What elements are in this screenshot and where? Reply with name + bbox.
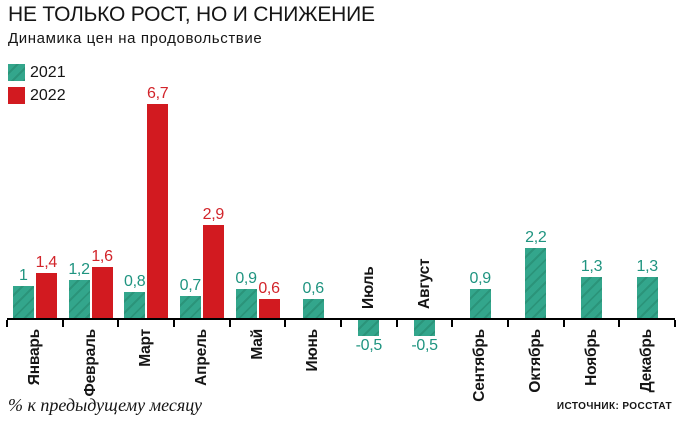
value-label: 1,4 [35, 254, 58, 272]
bar-2022-январь [35, 273, 57, 318]
bar-2021-февраль [68, 279, 90, 318]
value-label: 0,9 [469, 270, 491, 288]
value-label: 1,6 [91, 247, 113, 265]
value-label: 1,3 [636, 257, 658, 275]
legend-item-2021: 2021 [8, 61, 66, 84]
legend-swatch-2022-icon [8, 87, 25, 104]
month-label-октябрь: Октябрь [526, 329, 544, 393]
bar-2021-июль [358, 320, 380, 336]
value-label: 1 [19, 267, 28, 285]
month-label-июль: Июль [359, 266, 377, 309]
value-label: -0,5 [411, 336, 438, 354]
legend-swatch-2021-icon [8, 64, 25, 81]
month-label-сентябрь: Сентябрь [471, 329, 489, 402]
axis-tick [284, 320, 287, 327]
page-subtitle: Динамика цен на продовольствие [8, 30, 263, 47]
value-label: 1,3 [580, 257, 603, 275]
month-label-август: Август [415, 258, 433, 309]
bar-2021-апрель [179, 295, 201, 318]
axis-tick [451, 320, 454, 327]
value-label: 0,8 [123, 273, 146, 291]
axis-tick [618, 320, 621, 327]
value-label: 2,9 [202, 206, 225, 224]
legend-item-2022: 2022 [8, 84, 66, 107]
bar-2021-июнь [302, 298, 324, 318]
bar-2022-март [147, 104, 169, 318]
bar-2021-январь [12, 286, 34, 318]
axis-tick [173, 320, 175, 327]
month-label-май: Май [248, 329, 266, 360]
value-label: 1,2 [68, 260, 90, 278]
bar-2021-март [124, 292, 146, 318]
legend: 2021 2022 [8, 61, 66, 107]
axis-tick [61, 320, 64, 327]
axis-tick [674, 320, 676, 327]
value-label: 2,2 [525, 228, 547, 246]
bar-2022-февраль [91, 266, 113, 318]
value-label: 0,6 [258, 279, 280, 297]
x-axis [7, 318, 675, 320]
value-label: 0,7 [179, 276, 202, 294]
axis-tick [6, 320, 8, 327]
value-label: 0,6 [302, 279, 324, 297]
source-credit: ИСТОЧНИК: РОССТАТ [556, 401, 672, 412]
axis-tick [228, 320, 231, 327]
bar-2022-апрель [202, 225, 224, 318]
bar-2021-май [235, 289, 257, 318]
bar-2022-май [258, 298, 280, 318]
axis-tick [395, 320, 398, 327]
bar-2021-ноябрь [581, 276, 602, 318]
month-label-июнь: Июнь [304, 329, 322, 372]
legend-label-2021: 2021 [30, 63, 66, 81]
axis-tick [117, 320, 120, 327]
axis-tick [340, 320, 342, 327]
axis-tick [507, 320, 509, 327]
bar-2021-август [414, 320, 435, 336]
unit-footnote: % к предыдущему месяцу [8, 395, 203, 415]
page-title: НЕ ТОЛЬКО РОСТ, НО И СНИЖЕНИЕ [8, 3, 375, 26]
bar-2021-сентябрь [469, 289, 491, 318]
bar-2021-декабрь [636, 276, 658, 318]
axis-tick [562, 320, 565, 327]
value-label: -0,5 [355, 336, 383, 354]
value-label: 0,9 [235, 270, 257, 288]
legend-label-2022: 2022 [30, 86, 66, 104]
value-label: 6,7 [146, 85, 169, 103]
bar-2021-октябрь [525, 247, 547, 318]
